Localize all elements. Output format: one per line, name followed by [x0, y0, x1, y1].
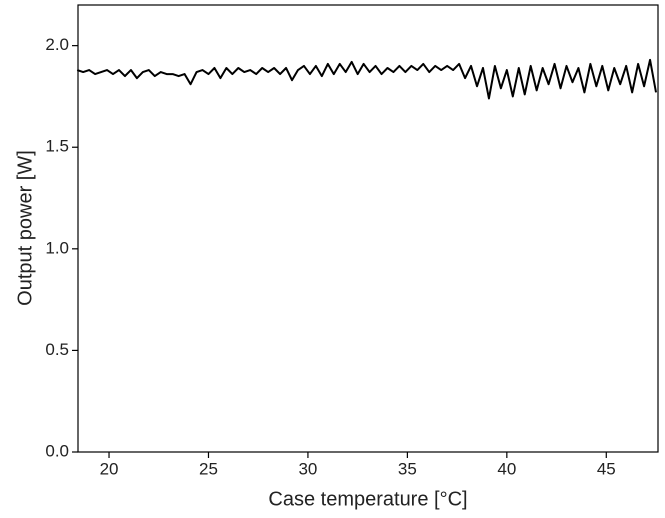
y-tick-label: 1.0: [45, 238, 69, 257]
plot-frame: [77, 4, 659, 453]
x-tick-label: 20: [100, 459, 119, 478]
x-tick-label: 25: [199, 459, 218, 478]
y-tick-label: 1.5: [45, 137, 69, 156]
x-tick-label: 45: [597, 459, 616, 478]
x-tick-label: 40: [497, 459, 516, 478]
data-line: [76, 58, 657, 100]
x-axis-label: Case temperature [°C]: [268, 488, 467, 510]
y-tick-label: 0.0: [45, 441, 69, 460]
y-tick-label: 2.0: [45, 35, 69, 54]
y-tick-label: 0.5: [45, 340, 69, 359]
x-tick-label: 35: [398, 459, 417, 478]
y-axis-label: Output power [W]: [14, 150, 36, 306]
x-tick-label: 30: [298, 459, 317, 478]
